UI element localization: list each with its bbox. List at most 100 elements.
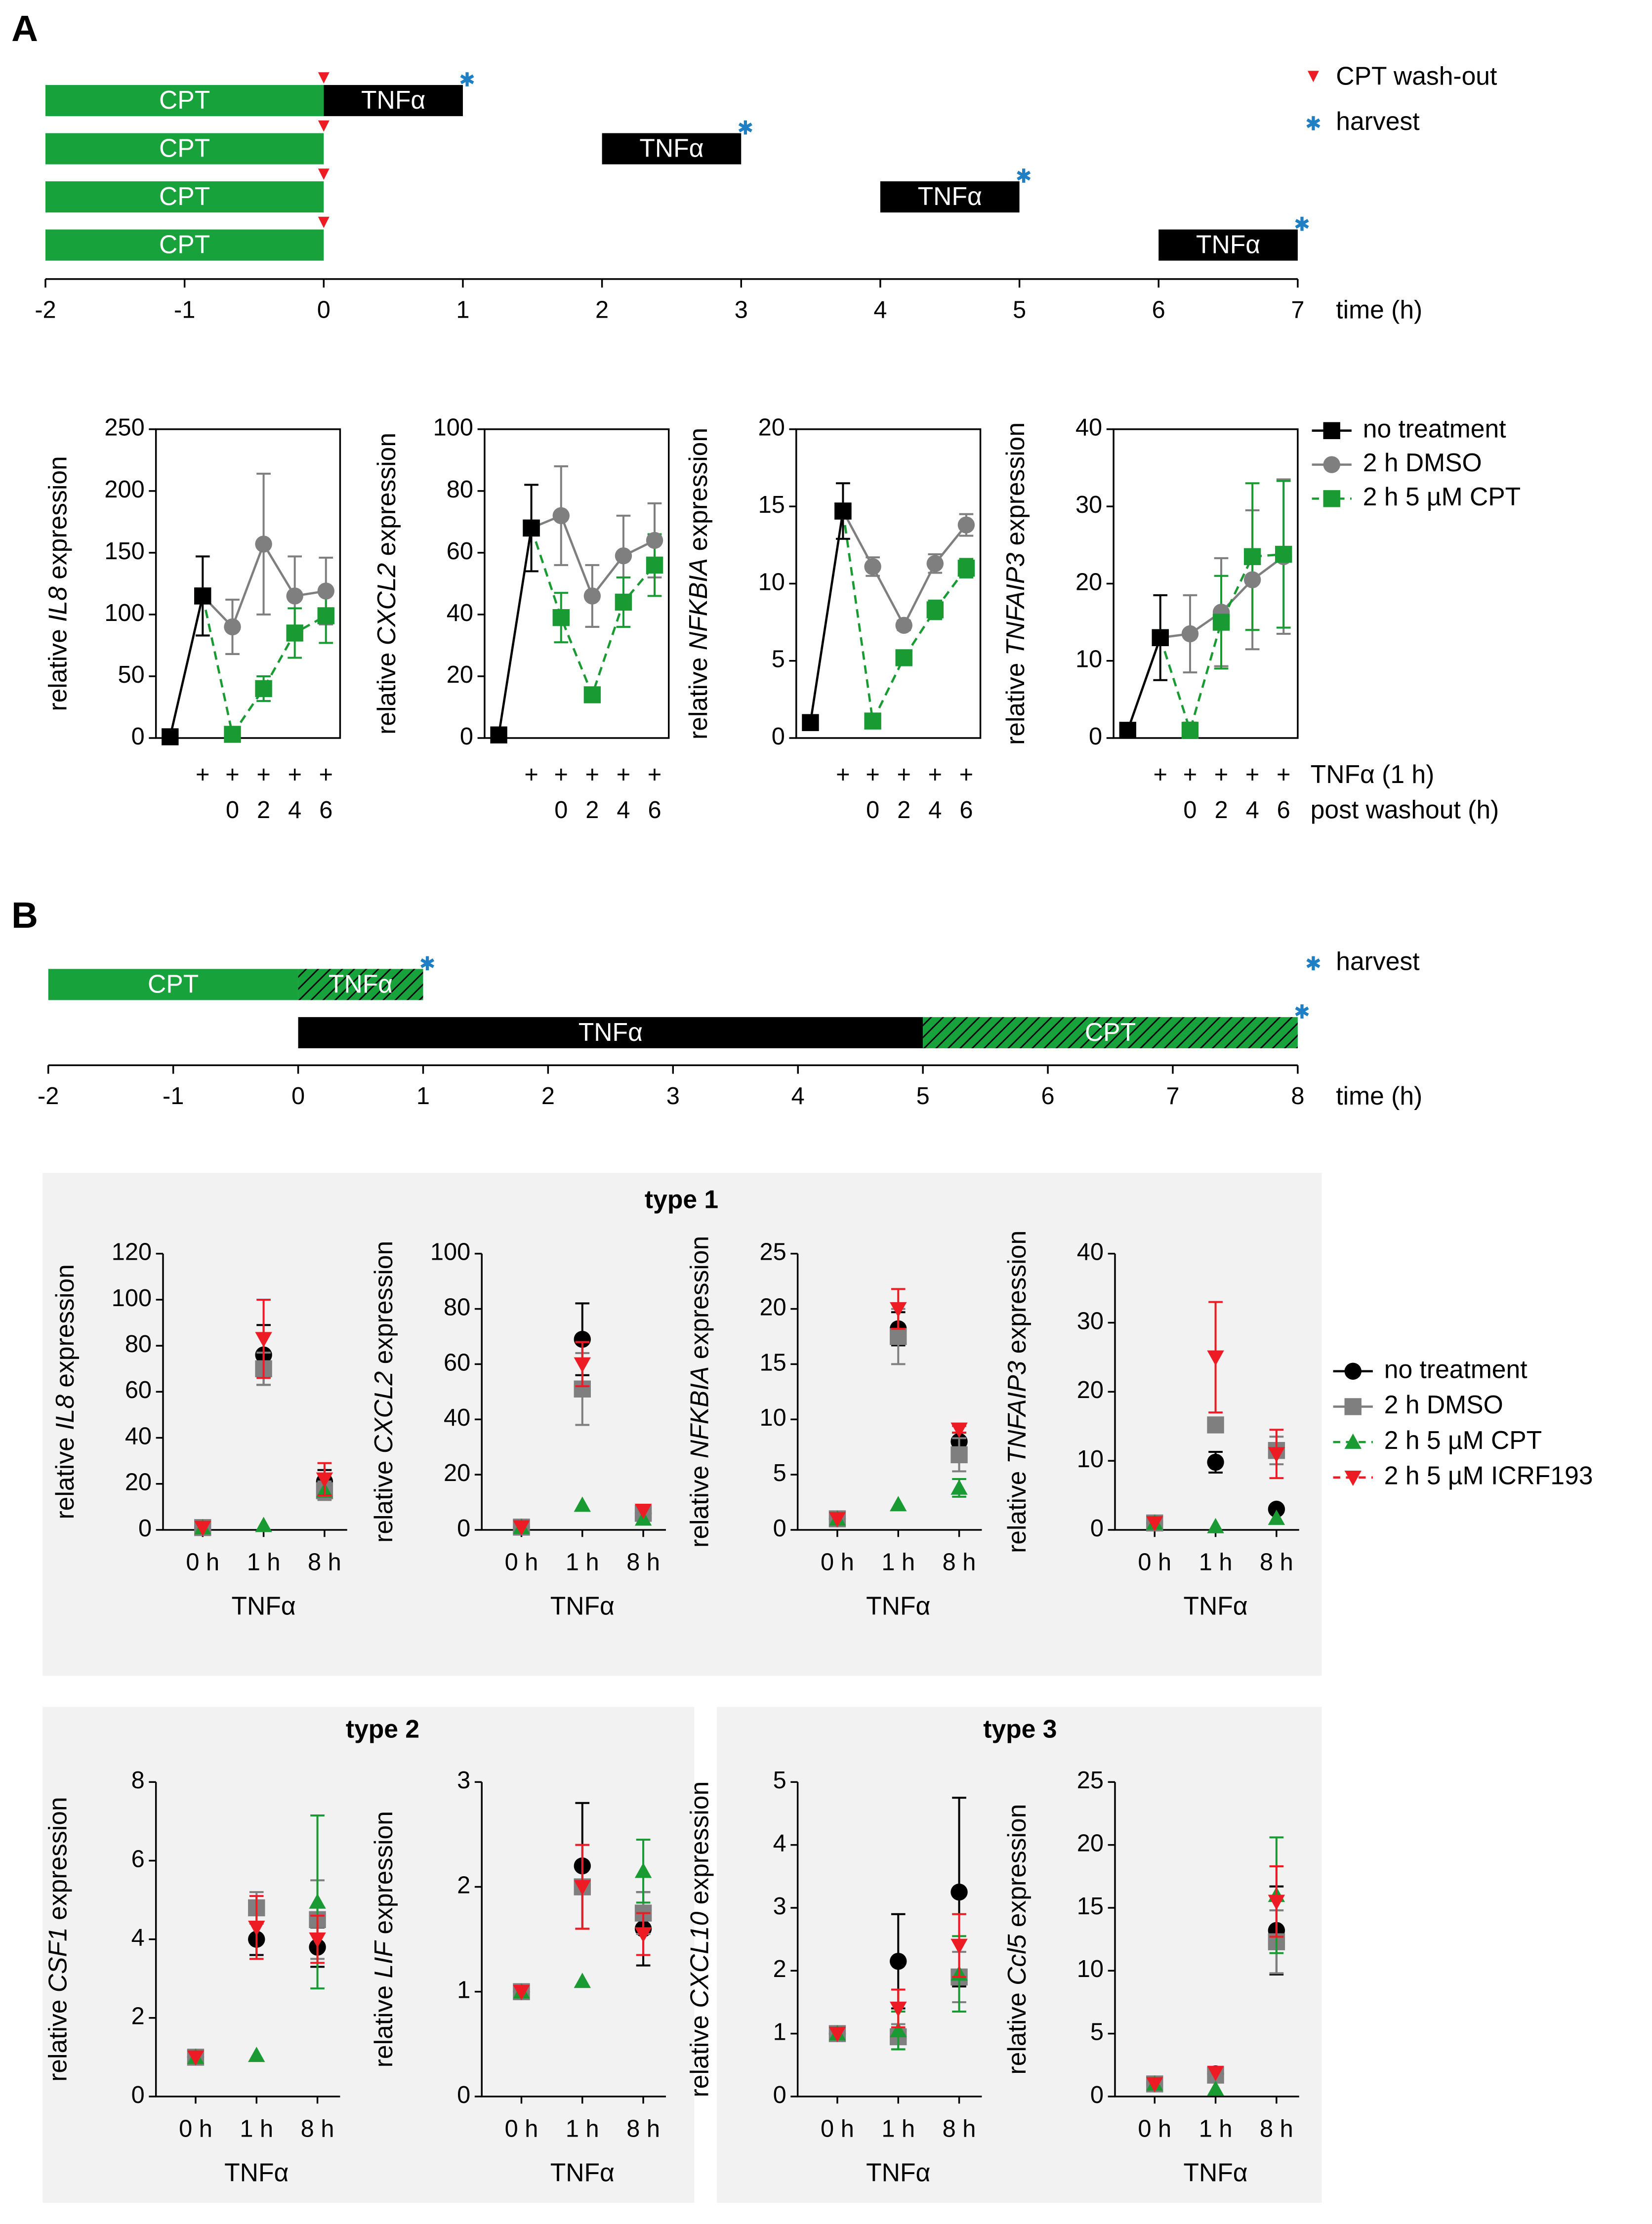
x-tick-label: 1 h — [1199, 1549, 1233, 1576]
washout-marker — [318, 216, 330, 228]
y-tick-label: 20 — [447, 661, 473, 688]
bar-label: CPT — [159, 182, 210, 210]
data-point — [950, 1422, 968, 1438]
y-tick-label: 0 — [457, 1515, 470, 1542]
washout-label: 2 — [897, 797, 910, 824]
legend-label: 2 h 5 µM CPT — [1363, 482, 1521, 511]
data-point — [1207, 1416, 1224, 1434]
data-point — [890, 2022, 907, 2038]
treatment-label: + — [928, 761, 942, 788]
data-point — [634, 1862, 652, 1878]
data-point — [1119, 722, 1136, 739]
washout-label: 2 — [1214, 797, 1228, 824]
row-label: post washout (h) — [1311, 795, 1499, 824]
washout-label: 4 — [288, 797, 301, 824]
data-point — [574, 1357, 591, 1373]
y-label-gene: CXCL2 — [369, 1371, 398, 1453]
treatment-label: + — [1245, 761, 1259, 788]
data-point — [1181, 722, 1199, 739]
harvest-marker — [1017, 168, 1031, 183]
y-label-text: expression — [1002, 1804, 1031, 1928]
data-point — [255, 680, 272, 698]
bar-label: TNFα — [578, 1018, 643, 1046]
data-point — [957, 516, 975, 534]
x-axis-label: TNFα — [550, 1591, 615, 1620]
y-label-text: relative — [369, 1985, 398, 2067]
treatment-label: + — [554, 761, 568, 788]
y-tick-label: 20 — [758, 414, 785, 441]
data-point — [1243, 571, 1261, 588]
y-tick-label: 10 — [1077, 1956, 1104, 1982]
data-point — [583, 587, 601, 605]
data-point — [864, 712, 881, 730]
y-tick-label: 150 — [104, 538, 144, 565]
y-label-gene: IL8 — [50, 1395, 79, 1430]
y-tick-label: 0 — [1090, 2082, 1104, 2108]
y-axis-label: relative IL8 expression — [43, 456, 72, 711]
data-point — [574, 1973, 591, 1988]
y-tick-label: 15 — [1077, 1893, 1104, 1920]
data-point — [574, 1330, 591, 1348]
series-line — [1159, 553, 1284, 735]
data-point — [224, 726, 241, 743]
washout-label: 2 — [257, 797, 270, 824]
treatment-label: + — [897, 761, 910, 788]
legend-label: 2 h 5 µM ICRF193 — [1384, 1461, 1593, 1489]
data-point — [950, 1883, 968, 1901]
x-tick-label: 8 h — [1260, 1549, 1293, 1576]
group-title: type 3 — [983, 1715, 1057, 1743]
legend-marker — [1344, 1362, 1362, 1380]
y-label-gene: TNFAIP3 — [1002, 1360, 1031, 1464]
washout-label: 0 — [1183, 797, 1197, 824]
x-tick-label: 0 h — [186, 1549, 219, 1576]
timeline-bar — [45, 133, 324, 165]
y-label-text: expression — [1001, 422, 1030, 546]
y-tick-label: 4 — [131, 1925, 145, 1951]
x-tick-label: 0 h — [179, 2116, 212, 2142]
y-tick-label: 60 — [447, 538, 473, 565]
legend-marker — [1307, 71, 1319, 82]
data-point — [574, 1496, 591, 1512]
washout-label: 2 — [585, 797, 599, 824]
y-label-text: relative — [369, 1460, 398, 1542]
data-point — [834, 502, 852, 520]
washout-label: 6 — [959, 797, 973, 824]
group-box — [42, 1173, 1322, 1676]
x-tick-label: 8 h — [301, 2116, 334, 2142]
x-tick-label: 8 — [1291, 1083, 1304, 1110]
y-tick-label: 6 — [131, 1846, 145, 1872]
legend-label: 2 h DMSO — [1384, 1390, 1503, 1419]
y-tick-label: 5 — [773, 1767, 786, 1794]
y-tick-label: 20 — [1077, 1830, 1104, 1857]
y-label-text: expression — [43, 1797, 72, 1920]
bar-label: CPT — [159, 134, 210, 163]
data-point — [309, 1932, 326, 1948]
y-tick-label: 0 — [1090, 1515, 1104, 1542]
y-tick-label: 10 — [1075, 646, 1102, 673]
data-point — [255, 535, 272, 553]
y-tick-label: 40 — [447, 600, 473, 626]
harvest-marker — [460, 72, 474, 86]
data-point — [950, 1479, 968, 1495]
x-axis-label: TNFα — [1183, 1591, 1247, 1620]
data-point — [248, 2047, 265, 2062]
y-tick-label: 25 — [759, 1239, 786, 1266]
y-label-gene: CSF1 — [43, 1927, 72, 1992]
x-tick-label: 8 h — [943, 1549, 976, 1576]
data-point — [646, 556, 663, 574]
x-tick-label: 1 — [456, 297, 469, 324]
series-line — [497, 528, 533, 736]
timeline-bar — [48, 969, 298, 1000]
data-point — [615, 593, 632, 611]
data-point — [162, 728, 179, 745]
series-line — [202, 595, 327, 738]
x-axis-label: time (h) — [1336, 295, 1422, 324]
y-label-gene: CXCL2 — [372, 563, 401, 645]
y-label-gene: LIF — [369, 1940, 398, 1978]
legend-label: no treatment — [1384, 1355, 1528, 1383]
timeline-bar — [298, 1017, 923, 1048]
y-tick-label: 200 — [104, 476, 144, 503]
y-label-text: relative — [683, 658, 712, 740]
y-axis-label: relative TNFAIP3 expression — [1002, 1231, 1031, 1553]
timeline-bar — [45, 229, 324, 261]
